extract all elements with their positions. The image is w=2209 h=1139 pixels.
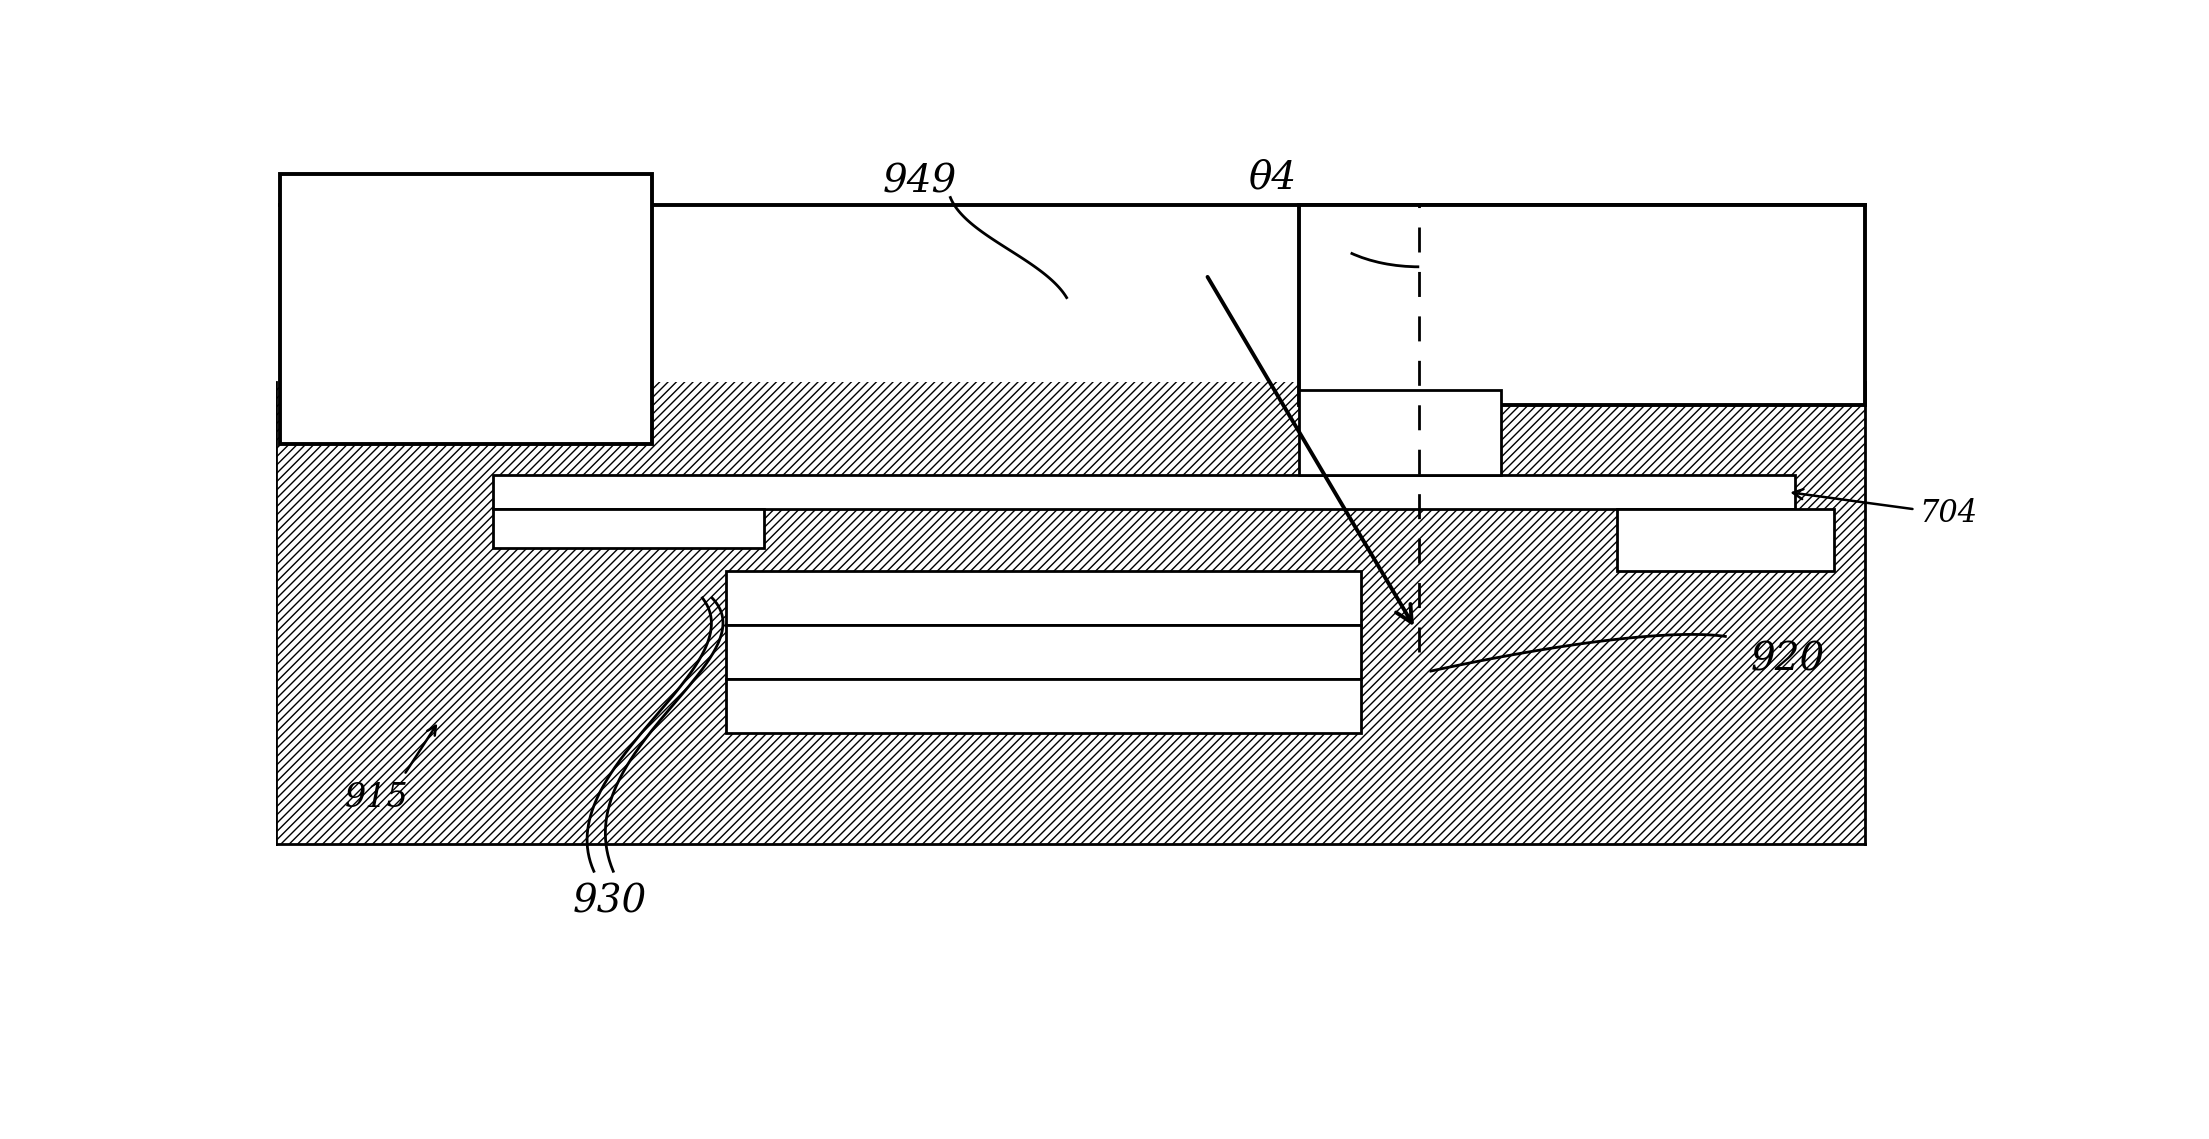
Text: 704: 704	[1920, 498, 1977, 528]
Bar	[1299, 390, 1500, 475]
Bar	[276, 383, 1864, 844]
Bar	[493, 509, 764, 548]
Text: 949: 949	[881, 164, 956, 200]
Bar	[1617, 509, 1833, 571]
Text: 702: 702	[1685, 519, 1765, 562]
Bar	[493, 475, 1796, 509]
Text: 950: 950	[1553, 276, 1668, 335]
Text: 950: 950	[400, 293, 517, 353]
Bar	[725, 571, 1361, 625]
Text: 940: 940	[1365, 416, 1434, 450]
Text: 915: 915	[345, 782, 409, 814]
Text: 930: 930	[572, 884, 647, 920]
Text: 902: 902	[1007, 687, 1080, 724]
Text: θ4: θ4	[1248, 159, 1297, 197]
Bar	[1299, 205, 1864, 405]
Bar	[725, 679, 1361, 732]
Text: 920: 920	[1750, 641, 1825, 678]
Text: 707: 707	[590, 508, 669, 550]
Text: 901: 901	[1007, 633, 1080, 671]
Text: 900: 900	[1007, 580, 1080, 616]
Bar	[281, 174, 652, 444]
Bar	[725, 625, 1361, 679]
